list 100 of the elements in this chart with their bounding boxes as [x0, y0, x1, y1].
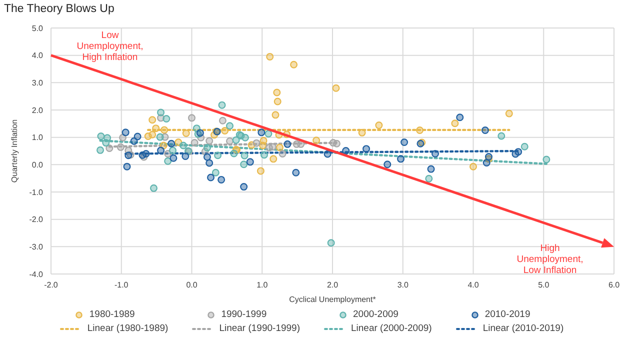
point	[96, 146, 104, 154]
point	[425, 174, 433, 182]
point	[358, 128, 366, 136]
point	[203, 153, 211, 161]
point	[240, 183, 248, 191]
point	[375, 122, 383, 130]
point	[157, 108, 165, 116]
point	[484, 152, 492, 160]
point	[431, 150, 439, 158]
point	[297, 140, 305, 148]
point	[324, 150, 332, 158]
y-tick-label: -3.0	[29, 242, 44, 252]
y-tick-label: 1.0	[32, 133, 44, 142]
point	[259, 142, 267, 150]
point	[106, 144, 114, 152]
point	[150, 184, 158, 192]
point	[416, 126, 424, 134]
point	[148, 130, 156, 138]
legend-label: Linear (1990-1999)	[219, 323, 300, 334]
point	[188, 114, 196, 122]
point	[182, 129, 190, 137]
y-tick-label: 0.0	[32, 160, 44, 170]
point	[427, 165, 435, 173]
point	[400, 138, 408, 146]
point	[264, 130, 272, 138]
point	[505, 110, 513, 118]
point	[498, 132, 506, 140]
point	[212, 168, 220, 176]
point	[157, 146, 165, 154]
point	[174, 138, 182, 146]
x-tick-label: 0.0	[186, 280, 198, 290]
point	[97, 132, 105, 140]
legend-label: 2000-2009	[353, 309, 398, 320]
point	[162, 114, 170, 122]
point	[218, 101, 226, 109]
chart-title: The Theory Blows Up	[4, 3, 114, 15]
point	[482, 159, 490, 167]
point	[214, 152, 222, 160]
point	[218, 176, 226, 184]
point	[123, 162, 131, 170]
point	[332, 140, 340, 148]
point	[397, 155, 405, 163]
point	[258, 128, 266, 136]
point	[170, 154, 178, 162]
point	[290, 60, 298, 68]
legend-label: Linear (2010-2019)	[482, 323, 564, 334]
point	[514, 148, 522, 156]
point	[122, 128, 130, 136]
x-tick-label: -1.0	[114, 280, 129, 290]
point	[273, 88, 281, 96]
point	[190, 139, 198, 147]
point	[292, 168, 300, 176]
point	[260, 151, 268, 159]
point	[470, 162, 477, 170]
point	[218, 116, 226, 124]
point	[203, 144, 211, 152]
point	[232, 136, 240, 144]
point	[102, 139, 110, 147]
point	[268, 143, 276, 151]
point	[312, 136, 320, 144]
point	[266, 52, 274, 60]
legend-label: Linear (2000-2009)	[351, 323, 432, 334]
x-tick-label: 4.0	[468, 280, 480, 290]
x-tick-label: -2.0	[44, 280, 58, 290]
x-tick-label: 1.0	[256, 280, 268, 290]
point	[240, 152, 248, 160]
point	[164, 157, 172, 165]
point	[276, 144, 284, 152]
point	[206, 159, 214, 167]
point	[180, 142, 188, 150]
point	[142, 150, 150, 158]
point	[332, 84, 340, 92]
legend-label: 2010-2019	[484, 309, 530, 320]
point	[230, 150, 238, 158]
point	[164, 150, 172, 158]
point	[169, 146, 176, 154]
point	[272, 111, 280, 119]
point	[542, 156, 550, 164]
point	[327, 239, 335, 247]
point	[182, 152, 190, 160]
point	[456, 114, 464, 122]
x-axis-title: Cyclical Unemployment*	[289, 295, 376, 304]
point	[270, 155, 278, 163]
legend-label: 1990-1999	[221, 309, 267, 320]
point	[384, 160, 392, 168]
point	[342, 146, 350, 154]
point	[148, 116, 156, 124]
point	[256, 167, 264, 175]
annotation: Low Unemployment, High Inflation	[76, 30, 144, 63]
point	[246, 158, 254, 166]
point	[206, 137, 214, 145]
point	[278, 150, 286, 158]
point	[284, 140, 292, 148]
x-tick-label: 5.0	[538, 280, 550, 290]
point	[152, 124, 160, 132]
point	[130, 137, 138, 145]
y-tick-label: 3.0	[32, 78, 44, 88]
point	[226, 122, 234, 130]
point	[481, 126, 489, 134]
legend-label: 1980-1989	[89, 309, 135, 320]
